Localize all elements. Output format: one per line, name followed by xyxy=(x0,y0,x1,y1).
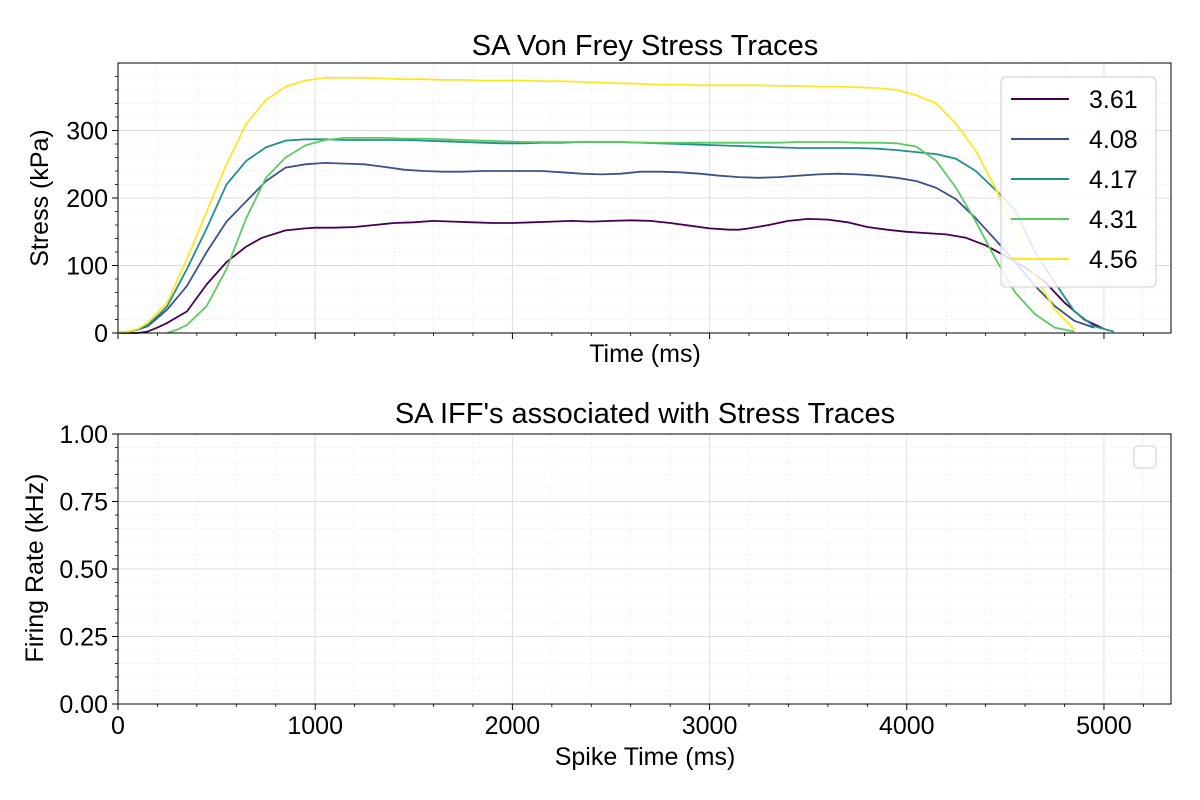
series-line-4.56 xyxy=(117,77,1076,334)
legend-label-4.31: 4.31 xyxy=(1089,206,1138,234)
stress-chart-frame xyxy=(117,62,1172,334)
series-line-4.08 xyxy=(117,161,1095,334)
firing-rate-chart-legend xyxy=(1133,445,1157,469)
firing-rate-chart-x-label: Spike Time (ms) xyxy=(555,743,736,771)
firing-rate-chart-grid xyxy=(117,433,1171,705)
firing-rate-chart-frame xyxy=(117,433,1172,705)
stress-chart-y-label: Stress (kPa) xyxy=(26,129,54,267)
legend-box xyxy=(1133,445,1157,469)
legend-label-4.56: 4.56 xyxy=(1089,246,1138,274)
y-tick-label: 100 xyxy=(66,253,108,281)
firing-rate-chart-y-label: Firing Rate (kHz) xyxy=(21,474,49,663)
y-tick-label: 0.00 xyxy=(59,691,108,719)
firing-rate-chart-title: SA IFF's associated with Stress Traces xyxy=(395,398,895,430)
stress-chart-series xyxy=(117,77,1115,334)
stress-chart-ticks: 0 100 200 300 xyxy=(66,76,1144,348)
firing-rate-chart-ticks: 0 1000 2000 3000 4000 5000 0.00 0.25 0.50 0.75 1.0… xyxy=(59,421,1144,740)
x-tick-label: 5000 xyxy=(1076,712,1132,740)
stress-chart-x-label: Time (ms) xyxy=(589,340,701,368)
firing-rate-chart: SA IFF's associated with Stress Traces S… xyxy=(21,398,1172,771)
x-tick-label: 3000 xyxy=(682,712,738,740)
legend-label-4.08: 4.08 xyxy=(1089,126,1138,154)
series-line-3.61 xyxy=(118,217,1105,334)
x-tick-label: 1000 xyxy=(287,712,343,740)
stress-chart-grid xyxy=(117,63,1171,334)
legend-label-4.17: 4.17 xyxy=(1089,166,1138,194)
legend-box xyxy=(1000,76,1157,288)
y-tick-label: 200 xyxy=(66,185,108,213)
stress-chart: SA Von Frey Stress Traces Time (ms) Stre… xyxy=(26,30,1172,368)
stress-chart-legend: 3.61 4.08 4.17 4.31 4.56 xyxy=(1000,76,1157,288)
y-tick-label: 0.75 xyxy=(59,489,108,517)
x-tick-label: 0 xyxy=(111,712,125,740)
y-tick-label: 0.25 xyxy=(59,624,108,652)
legend-label-3.61: 3.61 xyxy=(1089,86,1138,114)
y-tick-label: 1.00 xyxy=(59,421,108,449)
stress-chart-title: SA Von Frey Stress Traces xyxy=(472,30,819,62)
y-tick-label: 0 xyxy=(94,320,108,348)
y-tick-label: 0.50 xyxy=(59,556,108,584)
x-tick-label: 2000 xyxy=(485,712,541,740)
x-tick-label: 4000 xyxy=(879,712,935,740)
series-line-4.31 xyxy=(167,136,1075,334)
y-tick-label: 300 xyxy=(66,118,108,146)
